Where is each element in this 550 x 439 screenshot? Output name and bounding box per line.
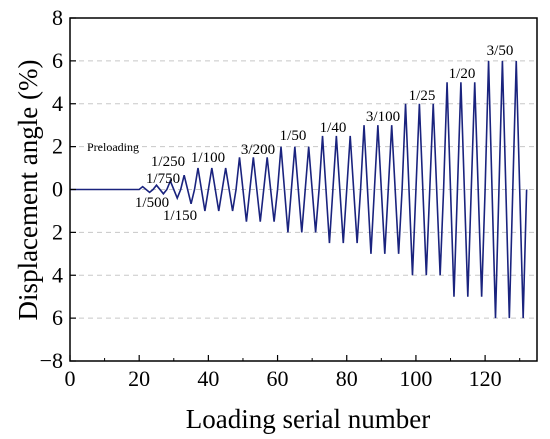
y-axis-title: Displacement angle (%) <box>13 60 43 321</box>
x-tick-label: 0 <box>65 366 76 391</box>
y-tick-label: 4 <box>52 262 63 287</box>
stage-label: 3/200 <box>241 142 275 158</box>
axis-ticks <box>69 17 521 362</box>
x-tick-label: 60 <box>267 366 289 391</box>
y-tick-labels: −8 6 4 2 0 2 4 6 8 <box>40 5 63 373</box>
stage-label: 3/100 <box>366 109 400 125</box>
preloading-label: Preloading <box>87 140 139 154</box>
y-tick-label: 8 <box>52 5 63 30</box>
stage-label: 1/25 <box>409 88 436 104</box>
x-tick-label: 120 <box>469 366 502 391</box>
y-tick-label: 4 <box>52 91 63 116</box>
stage-label: 3/50 <box>487 43 514 59</box>
x-tick-label: 80 <box>336 366 358 391</box>
stage-label: 1/500 <box>135 195 169 211</box>
stage-label: 1/40 <box>320 120 347 136</box>
x-tick-label: 40 <box>197 366 219 391</box>
x-tick-label: 100 <box>399 366 432 391</box>
y-tick-label: −8 <box>40 348 63 373</box>
x-axis-title: Loading serial number <box>186 404 430 434</box>
y-tick-label: 0 <box>52 177 63 202</box>
stage-label: 1/250 <box>151 154 185 170</box>
stage-label: 1/20 <box>449 66 476 82</box>
stage-label: 1/100 <box>191 150 225 166</box>
y-tick-label: 2 <box>52 134 63 159</box>
stage-label: 1/50 <box>280 128 307 144</box>
y-tick-label: 2 <box>52 219 63 244</box>
stage-label: 1/150 <box>163 208 197 224</box>
y-tick-label: 6 <box>52 48 63 73</box>
stage-labels: 1/750 1/500 1/250 1/150 1/100 3/200 1/50 1/40 3/… <box>135 43 513 224</box>
stage-label: 1/750 <box>146 171 180 187</box>
loading-protocol-line <box>70 60 528 319</box>
data-line-layer <box>70 60 528 319</box>
y-tick-label: 6 <box>52 305 63 330</box>
x-tick-label: 20 <box>128 366 150 391</box>
x-tick-labels: 0 20 40 60 80 100 120 <box>65 366 502 391</box>
